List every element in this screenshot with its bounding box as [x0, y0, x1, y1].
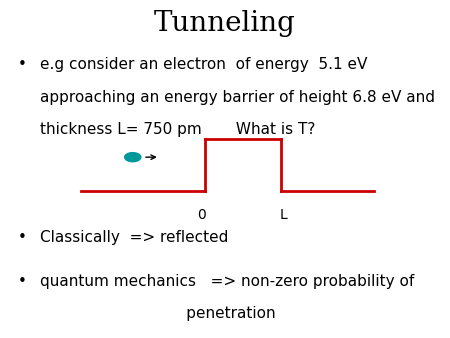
Text: •: • — [18, 274, 27, 289]
Text: L: L — [279, 208, 288, 222]
Text: Classically  => reflected: Classically => reflected — [40, 230, 229, 245]
Text: Tunneling: Tunneling — [154, 10, 296, 37]
Text: e.g consider an electron  of energy  5.1 eV: e.g consider an electron of energy 5.1 e… — [40, 57, 368, 72]
Text: 0: 0 — [197, 208, 206, 222]
Text: approaching an energy barrier of height 6.8 eV and: approaching an energy barrier of height … — [40, 90, 436, 104]
Text: penetration: penetration — [40, 306, 276, 321]
Text: •: • — [18, 230, 27, 245]
Text: quantum mechanics   => non-zero probability of: quantum mechanics => non-zero probabilit… — [40, 274, 415, 289]
Ellipse shape — [125, 153, 141, 162]
Text: •: • — [18, 57, 27, 72]
Text: thickness L= 750 pm       What is T?: thickness L= 750 pm What is T? — [40, 122, 316, 137]
